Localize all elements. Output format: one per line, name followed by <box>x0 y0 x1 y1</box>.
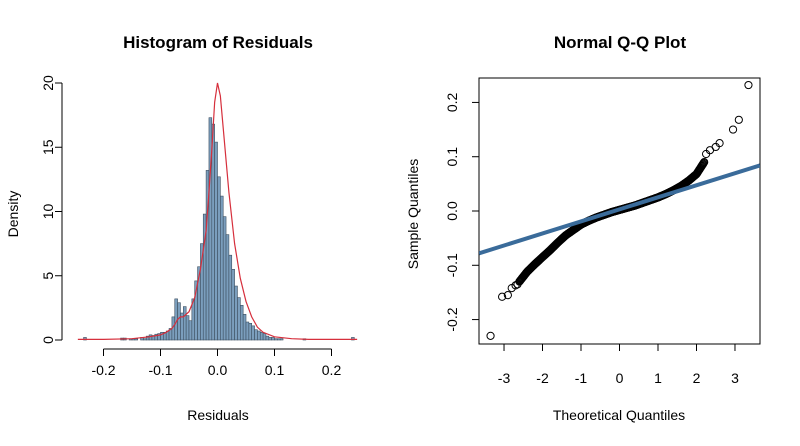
histogram-ylabel: Density <box>5 191 21 238</box>
y-tick-label: 20 <box>40 75 56 91</box>
qq-x-tick-label: -3 <box>498 370 511 386</box>
qq-point <box>715 139 724 148</box>
histogram-bar <box>265 335 270 341</box>
qq-ylabel: Sample Quantiles <box>405 159 421 270</box>
histogram-bar <box>268 337 272 341</box>
qq-plot-region <box>479 80 760 340</box>
qq-y-axis: -0.2 -0.1 0.0 0.1 0.2 <box>444 92 479 332</box>
histogram-bar <box>222 216 227 341</box>
density-curve <box>77 82 358 340</box>
histogram-title: Histogram of Residuals <box>123 33 313 52</box>
x-tick-label: 0.2 <box>322 362 342 378</box>
histogram-bar <box>240 305 244 341</box>
qq-title: Normal Q-Q Plot <box>554 33 687 52</box>
qq-y-tick-label: 0.0 <box>444 201 460 221</box>
qq-x-tick-label: 3 <box>731 370 739 386</box>
histogram-bar <box>237 297 241 341</box>
qq-point <box>728 125 738 134</box>
histogram-xlabel: Residuals <box>187 407 248 423</box>
qq-y-tick-label: 0.1 <box>444 147 460 167</box>
histogram-bar <box>242 313 247 341</box>
y-tick-label: 0 <box>40 336 56 344</box>
histogram-bar <box>234 285 238 341</box>
y-tick-label: 5 <box>40 272 56 280</box>
qq-x-tick-label: -1 <box>575 370 588 386</box>
qq-x-axis: -3 -2 -1 0 1 2 3 <box>498 344 739 386</box>
histogram-bars <box>83 117 355 341</box>
y-tick-label: 10 <box>40 204 56 220</box>
qq-reference-line <box>479 163 760 256</box>
histogram-bar <box>257 330 261 341</box>
histogram-y-axis: 0 5 10 15 20 <box>40 75 63 344</box>
histogram-bar <box>188 320 193 341</box>
histogram-bar <box>143 338 147 341</box>
histogram-bar <box>217 176 221 341</box>
histogram-panel: Histogram of Residuals Residuals Density… <box>5 33 358 423</box>
histogram-bar <box>214 141 218 341</box>
histogram-bar <box>279 338 284 341</box>
histogram-bar <box>228 254 233 341</box>
histogram-bar <box>254 329 258 341</box>
histogram-bar <box>185 315 190 341</box>
qq-y-tick-label: -0.2 <box>444 307 460 331</box>
histogram-bar <box>251 325 255 341</box>
qq-xlabel: Theoretical Quantiles <box>553 407 685 423</box>
qq-y-tick-label: -0.1 <box>444 253 460 277</box>
x-tick-label: -0.2 <box>91 362 115 378</box>
histogram-bar <box>277 338 281 341</box>
qq-point <box>486 331 495 340</box>
histogram-bar <box>183 306 187 341</box>
histogram-bar <box>274 338 278 341</box>
histogram-bar <box>211 123 215 341</box>
qq-point <box>744 80 753 90</box>
qq-point <box>513 280 522 289</box>
histogram-bar <box>231 269 235 341</box>
qq-point <box>498 292 507 301</box>
histogram-bar <box>148 334 153 341</box>
qq-x-tick-label: 2 <box>693 370 701 386</box>
y-tick-label: 15 <box>40 139 56 155</box>
qq-x-tick-label: -2 <box>536 370 549 386</box>
x-tick-label: 0.0 <box>208 362 228 378</box>
histogram-bar <box>271 337 275 341</box>
histogram-bar <box>248 322 253 341</box>
histogram-bar <box>245 321 250 341</box>
histogram-x-axis: -0.2 -0.1 0.0 0.1 0.2 <box>91 348 342 378</box>
qq-x-tick-label: 0 <box>616 370 624 386</box>
qq-point <box>511 281 520 290</box>
histogram-bar <box>83 337 87 341</box>
histogram-bar <box>177 302 181 341</box>
histogram-bar <box>220 195 224 341</box>
histogram-bar <box>262 333 267 341</box>
histogram-bar <box>225 234 230 341</box>
qq-y-tick-label: 0.2 <box>444 92 460 112</box>
qq-point <box>503 291 512 300</box>
x-tick-label: 0.1 <box>265 362 285 378</box>
histogram-bar <box>259 331 264 341</box>
qq-x-tick-label: 1 <box>654 370 662 386</box>
qq-panel: Normal Q-Q Plot Theoretical Quantiles Sa… <box>405 33 761 423</box>
qq-point <box>700 158 709 167</box>
x-tick-label: -0.1 <box>148 362 172 378</box>
histogram-bar <box>351 337 355 341</box>
qq-point <box>734 115 743 124</box>
